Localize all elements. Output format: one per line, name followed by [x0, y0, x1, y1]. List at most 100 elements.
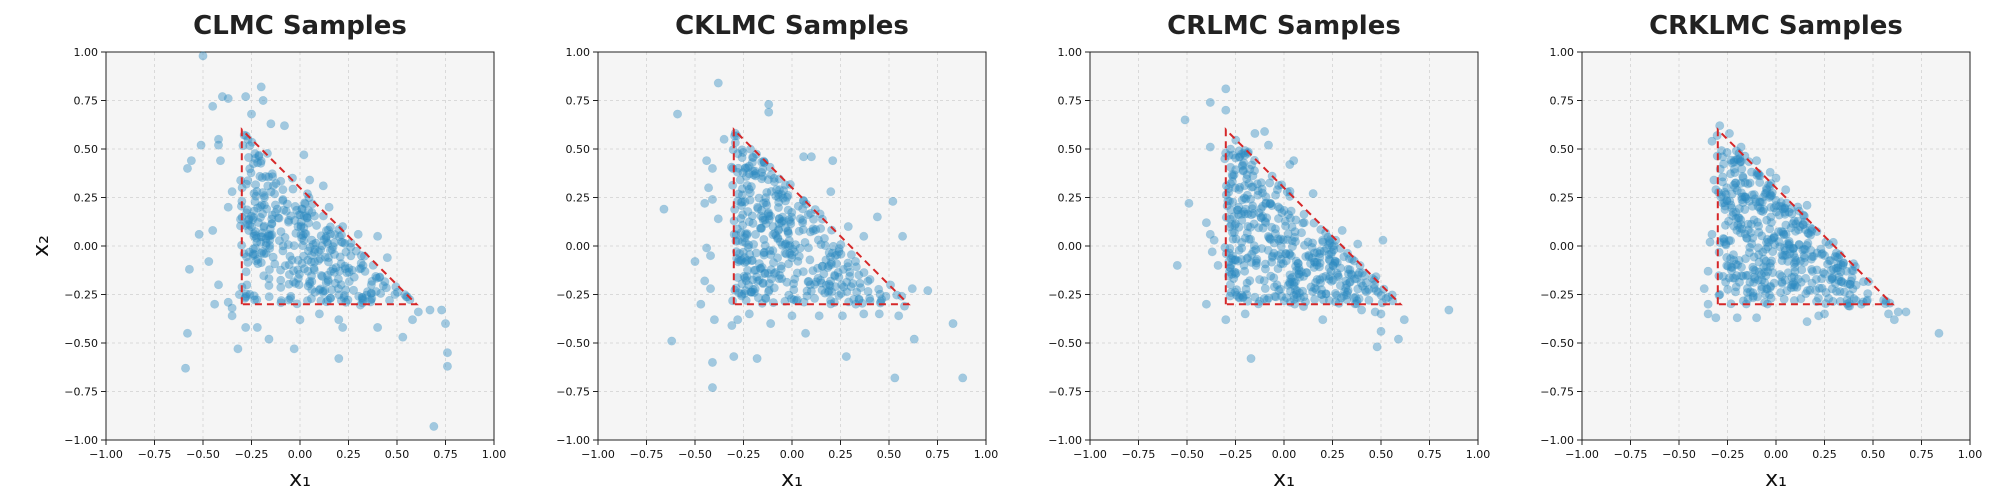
data-point	[366, 288, 376, 298]
data-point	[780, 196, 790, 206]
y-tick-label: −0.75	[1540, 386, 1574, 399]
data-point	[1766, 235, 1776, 245]
data-point	[1228, 251, 1238, 261]
data-point	[806, 208, 816, 218]
data-point	[793, 201, 803, 211]
plot-frame	[1089, 51, 1479, 441]
data-point	[760, 215, 770, 225]
data-point	[851, 256, 861, 266]
data-point	[1240, 150, 1250, 160]
data-point	[1820, 269, 1830, 279]
x-tick-label: −0.75	[630, 448, 664, 461]
data-point	[1315, 252, 1325, 262]
data-point	[330, 249, 340, 259]
data-point	[265, 235, 275, 245]
data-point	[392, 287, 402, 297]
data-point	[1824, 294, 1834, 304]
data-point	[1790, 267, 1800, 277]
data-point	[1789, 258, 1799, 268]
data-point	[339, 293, 349, 303]
data-point	[1727, 158, 1737, 168]
data-point	[1735, 153, 1745, 163]
data-point	[1292, 286, 1302, 296]
data-point	[1240, 233, 1250, 243]
data-point	[839, 282, 849, 292]
data-point	[326, 229, 336, 239]
y-tick-label: 0.50	[566, 143, 591, 156]
subplot-3: CRLMC Samples x₁ −1.00−1.00−0.75−0.75−0.…	[1048, 11, 1490, 492]
data-point	[1336, 293, 1346, 303]
data-point	[1377, 298, 1387, 308]
data-point	[1343, 264, 1353, 274]
data-point	[773, 234, 783, 244]
data-point	[1376, 326, 1386, 336]
data-point	[1355, 261, 1365, 271]
data-point	[1789, 243, 1799, 253]
data-point	[1221, 84, 1231, 94]
data-point	[751, 171, 761, 181]
data-point	[1353, 284, 1363, 294]
data-point	[1726, 254, 1736, 264]
data-point	[765, 246, 775, 256]
data-point	[768, 222, 778, 232]
data-point	[1278, 235, 1288, 245]
data-point	[813, 235, 823, 245]
data-point	[1201, 299, 1211, 309]
data-point	[794, 226, 804, 236]
data-point	[1249, 246, 1259, 256]
data-point	[696, 299, 706, 309]
data-point	[249, 291, 259, 301]
data-point	[1357, 305, 1367, 315]
data-point	[1353, 239, 1363, 249]
data-point	[1768, 268, 1778, 278]
data-point	[741, 276, 751, 286]
data-point	[1761, 244, 1771, 254]
data-point	[437, 305, 447, 315]
data-point	[771, 191, 781, 201]
data-point	[263, 231, 273, 241]
data-point	[1833, 260, 1843, 270]
data-point	[738, 210, 748, 220]
data-point	[826, 187, 836, 197]
data-point	[1287, 242, 1297, 252]
data-point	[754, 193, 764, 203]
data-point	[198, 51, 208, 61]
data-point	[1318, 315, 1328, 325]
data-point	[787, 250, 797, 260]
data-point	[245, 289, 255, 299]
data-point	[1319, 246, 1329, 256]
constraint-boundary	[1716, 127, 1895, 306]
data-point	[327, 285, 337, 295]
data-point	[318, 287, 328, 297]
data-point	[243, 219, 253, 229]
data-point	[299, 264, 309, 274]
data-point	[774, 225, 784, 235]
data-point	[742, 255, 752, 265]
data-point	[242, 280, 252, 290]
data-point	[787, 208, 797, 218]
data-point	[297, 233, 307, 243]
data-point	[1246, 234, 1256, 244]
data-point	[780, 248, 790, 258]
data-point	[1271, 292, 1281, 302]
data-point	[1825, 275, 1835, 285]
x-tick-label: −0.75	[138, 448, 172, 461]
data-point	[1292, 265, 1302, 275]
data-point	[766, 274, 776, 284]
data-point	[1239, 158, 1249, 168]
data-point	[842, 277, 852, 287]
data-point	[223, 94, 233, 104]
data-point	[253, 158, 263, 168]
data-point	[307, 285, 317, 295]
data-point	[1343, 248, 1353, 258]
data-point	[1801, 289, 1811, 299]
data-point	[289, 266, 299, 276]
data-point	[280, 232, 290, 242]
data-point	[1804, 229, 1814, 239]
data-point	[1246, 210, 1256, 220]
data-point	[756, 223, 766, 233]
data-point	[1742, 233, 1752, 243]
data-point	[742, 230, 752, 240]
data-point	[1226, 254, 1236, 264]
x-tick-label: 0.25	[1320, 448, 1345, 461]
